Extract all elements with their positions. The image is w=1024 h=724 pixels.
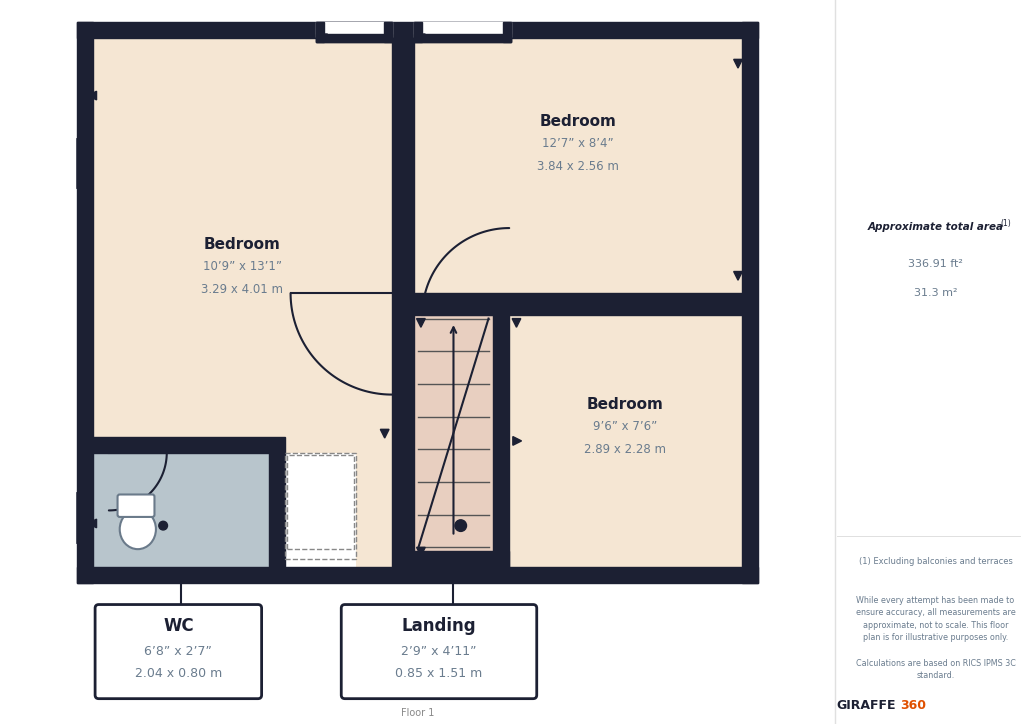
Polygon shape — [414, 22, 422, 42]
Bar — [93, 452, 269, 567]
Bar — [93, 38, 392, 567]
Polygon shape — [77, 22, 758, 38]
Text: 6’8” x 2’7”: 6’8” x 2’7” — [144, 645, 212, 658]
Bar — [76, 492, 82, 543]
Ellipse shape — [120, 510, 156, 549]
Text: 336.91 ft²: 336.91 ft² — [908, 259, 963, 269]
Polygon shape — [414, 22, 511, 42]
Polygon shape — [384, 22, 392, 42]
Polygon shape — [316, 22, 392, 37]
Polygon shape — [269, 452, 285, 567]
Text: 2’9” x 4’11”: 2’9” x 4’11” — [401, 645, 477, 658]
Text: Bedroom: Bedroom — [540, 114, 616, 130]
Text: Bedroom: Bedroom — [204, 237, 281, 252]
Polygon shape — [414, 34, 511, 42]
Polygon shape — [417, 547, 425, 556]
Polygon shape — [733, 272, 742, 280]
FancyBboxPatch shape — [118, 494, 155, 517]
Text: 2.89 x 2.28 m: 2.89 x 2.28 m — [585, 443, 667, 456]
Bar — [414, 315, 494, 567]
Bar — [76, 138, 82, 188]
Text: 3.29 x 4.01 m: 3.29 x 4.01 m — [202, 283, 284, 295]
Polygon shape — [414, 551, 509, 567]
Polygon shape — [380, 429, 389, 438]
Bar — [414, 38, 741, 293]
Polygon shape — [316, 34, 392, 42]
Polygon shape — [494, 315, 509, 567]
Polygon shape — [414, 22, 511, 37]
Polygon shape — [88, 91, 96, 100]
Polygon shape — [504, 22, 511, 42]
Text: Calculations are based on RICS IPMS 3C
standard.: Calculations are based on RICS IPMS 3C s… — [856, 659, 1016, 681]
Bar — [509, 315, 741, 567]
Text: WC: WC — [163, 618, 194, 635]
Polygon shape — [417, 34, 425, 43]
Polygon shape — [741, 22, 758, 583]
Polygon shape — [318, 34, 328, 43]
Bar — [285, 452, 355, 559]
Polygon shape — [88, 519, 96, 528]
Bar — [287, 455, 353, 549]
Polygon shape — [733, 59, 742, 68]
Circle shape — [455, 520, 467, 531]
Polygon shape — [392, 38, 414, 567]
Text: 360: 360 — [900, 699, 926, 712]
Polygon shape — [417, 319, 425, 327]
Text: 0.85 x 1.51 m: 0.85 x 1.51 m — [395, 667, 482, 680]
Polygon shape — [414, 293, 741, 315]
Polygon shape — [316, 22, 392, 38]
Polygon shape — [512, 319, 521, 327]
Polygon shape — [513, 437, 521, 445]
Text: GIRAFFE: GIRAFFE — [837, 699, 896, 712]
FancyBboxPatch shape — [341, 605, 537, 699]
Polygon shape — [77, 22, 93, 583]
Polygon shape — [93, 437, 285, 452]
Text: Landing: Landing — [401, 618, 476, 635]
Polygon shape — [77, 567, 758, 583]
Text: Approximate total area: Approximate total area — [867, 222, 1004, 232]
Circle shape — [159, 521, 168, 530]
Text: Floor 1: Floor 1 — [400, 708, 434, 718]
Text: (1): (1) — [1000, 219, 1011, 228]
Polygon shape — [316, 22, 392, 42]
Text: While every attempt has been made to
ensure accuracy, all measurements are
appro: While every attempt has been made to ens… — [856, 596, 1016, 642]
Text: 3.84 x 2.56 m: 3.84 x 2.56 m — [537, 161, 618, 173]
Text: 12’7” x 8’4”: 12’7” x 8’4” — [542, 138, 613, 150]
Polygon shape — [316, 22, 324, 42]
FancyBboxPatch shape — [95, 605, 261, 699]
Text: Bedroom: Bedroom — [587, 397, 664, 412]
Text: 9’6” x 7’6”: 9’6” x 7’6” — [593, 420, 657, 433]
Text: (1) Excluding balconies and terraces: (1) Excluding balconies and terraces — [858, 557, 1013, 565]
Text: 10’9” x 13’1”: 10’9” x 13’1” — [203, 260, 282, 272]
Bar — [285, 452, 355, 567]
Text: 2.04 x 0.80 m: 2.04 x 0.80 m — [135, 667, 222, 680]
Text: 31.3 m²: 31.3 m² — [913, 288, 957, 298]
